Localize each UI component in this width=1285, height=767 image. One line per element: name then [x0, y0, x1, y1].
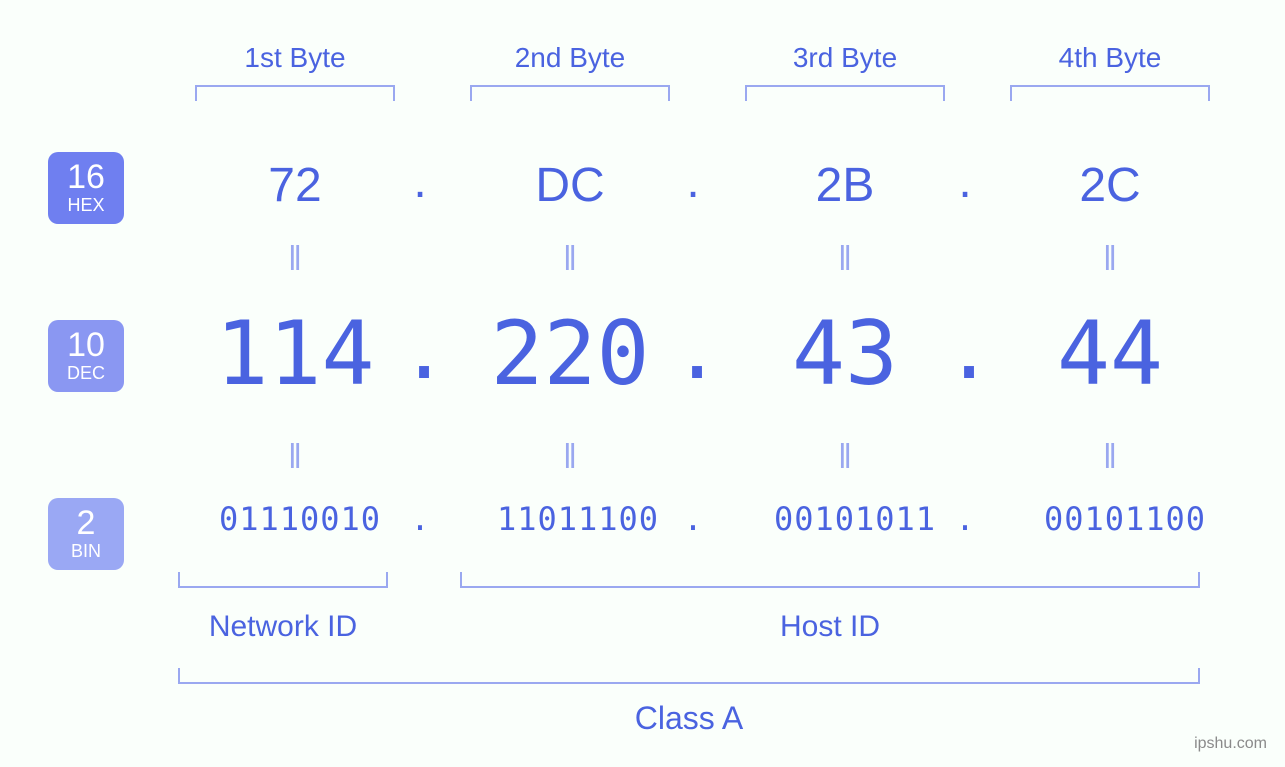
dec-dot-2: . — [673, 304, 713, 397]
byte-header-3: 3rd Byte — [735, 42, 955, 74]
byte-header-1: 1st Byte — [185, 42, 405, 74]
badge-hex-num: 16 — [48, 160, 124, 194]
hex-byte-4: 2C — [1000, 158, 1220, 213]
hex-byte-3: 2B — [735, 158, 955, 213]
badge-bin-num: 2 — [48, 506, 124, 540]
badge-dec-lab: DEC — [48, 364, 124, 382]
eq-2-1: ǁ — [275, 438, 315, 477]
badge-bin: 2 BIN — [48, 498, 124, 570]
eq-1-1: ǁ — [275, 240, 315, 279]
dec-byte-1: 114 — [185, 302, 405, 405]
bracket-network — [178, 572, 388, 588]
label-host: Host ID — [460, 610, 1200, 644]
dec-dot-3: . — [945, 304, 985, 397]
badge-dec-num: 10 — [48, 328, 124, 362]
eq-2-3: ǁ — [825, 438, 865, 477]
dec-dot-1: . — [400, 304, 440, 397]
hex-byte-1: 72 — [185, 158, 405, 213]
badge-hex: 16 HEX — [48, 152, 124, 224]
bin-dot-1: . — [400, 500, 440, 538]
eq-1-3: ǁ — [825, 240, 865, 279]
watermark: ipshu.com — [1194, 735, 1267, 753]
eq-2-4: ǁ — [1090, 438, 1130, 477]
bin-dot-2: . — [673, 500, 713, 538]
byte-header-4: 4th Byte — [1000, 42, 1220, 74]
hex-dot-3: . — [945, 154, 985, 209]
eq-2-2: ǁ — [550, 438, 590, 477]
eq-1-2: ǁ — [550, 240, 590, 279]
bracket-host — [460, 572, 1200, 588]
label-class: Class A — [178, 700, 1200, 737]
hex-dot-1: . — [400, 154, 440, 209]
bin-dot-3: . — [945, 500, 985, 538]
dec-byte-3: 43 — [735, 302, 955, 405]
badge-bin-lab: BIN — [48, 542, 124, 560]
bin-byte-2: 11011100 — [448, 500, 708, 538]
hex-byte-2: DC — [460, 158, 680, 213]
label-network: Network ID — [178, 610, 388, 644]
bin-byte-1: 01110010 — [170, 500, 430, 538]
eq-1-4: ǁ — [1090, 240, 1130, 279]
hex-dot-2: . — [673, 154, 713, 209]
dec-byte-4: 44 — [1000, 302, 1220, 405]
bin-byte-4: 00101100 — [995, 500, 1255, 538]
dec-byte-2: 220 — [460, 302, 680, 405]
top-bracket-1 — [195, 85, 395, 101]
top-bracket-4 — [1010, 85, 1210, 101]
top-bracket-3 — [745, 85, 945, 101]
top-bracket-2 — [470, 85, 670, 101]
bracket-class — [178, 668, 1200, 684]
badge-dec: 10 DEC — [48, 320, 124, 392]
byte-header-2: 2nd Byte — [460, 42, 680, 74]
badge-hex-lab: HEX — [48, 196, 124, 214]
